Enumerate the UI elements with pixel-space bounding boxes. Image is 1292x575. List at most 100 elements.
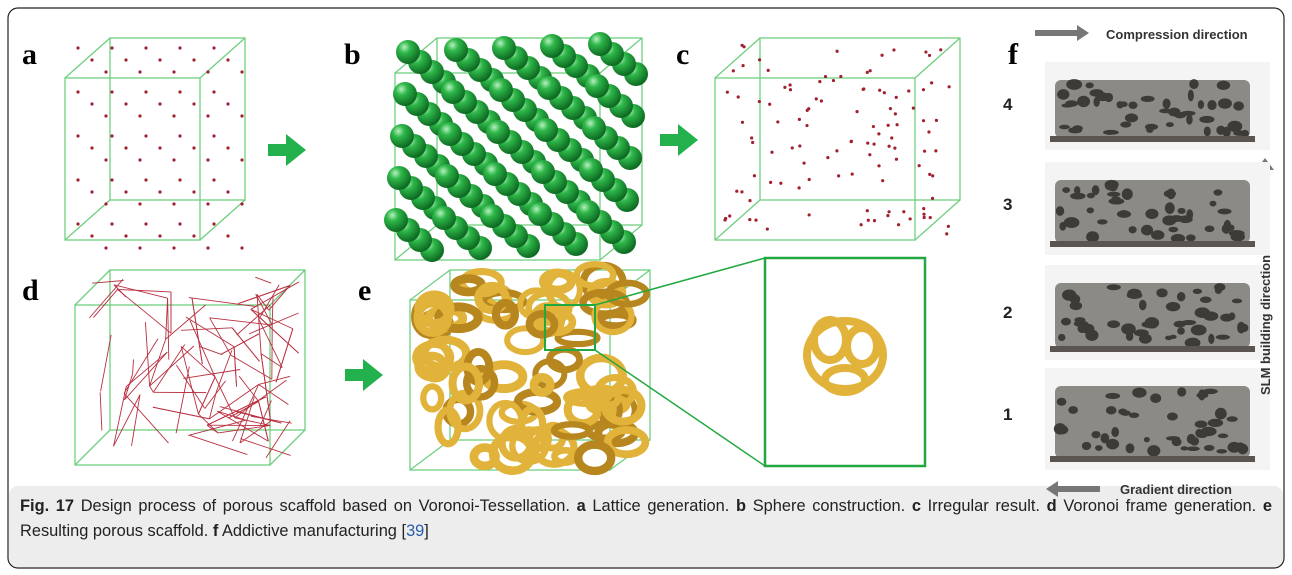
pore	[1134, 329, 1149, 336]
point	[226, 58, 229, 61]
pore	[1217, 81, 1230, 90]
point	[90, 102, 93, 105]
point	[880, 54, 883, 57]
ref-link[interactable]: 39	[406, 522, 424, 540]
point	[815, 97, 818, 100]
pore	[1120, 121, 1131, 127]
compression-label: Compression direction	[1106, 27, 1248, 42]
point	[110, 134, 113, 137]
pore	[1147, 445, 1160, 456]
point	[138, 158, 141, 161]
panel-label: d	[22, 274, 39, 307]
point	[172, 158, 175, 161]
point	[797, 186, 800, 189]
pore	[1142, 321, 1157, 328]
point	[912, 107, 915, 110]
point	[104, 158, 107, 161]
strut	[578, 445, 611, 471]
point	[768, 103, 771, 106]
point	[172, 246, 175, 249]
pore	[1240, 324, 1249, 332]
point	[726, 91, 729, 94]
point	[178, 222, 181, 225]
point	[138, 202, 141, 205]
panel-label: b	[344, 38, 361, 71]
point	[909, 217, 912, 220]
point	[881, 179, 884, 182]
pore	[1082, 442, 1091, 450]
frame-strut	[100, 392, 102, 430]
frame-strut	[150, 386, 154, 392]
point	[888, 145, 891, 148]
pore	[1217, 208, 1231, 214]
ref-bracket: ]	[424, 522, 429, 540]
point	[104, 246, 107, 249]
point	[76, 178, 79, 181]
point	[226, 190, 229, 193]
sphere	[531, 160, 555, 184]
pore	[1151, 230, 1164, 240]
point	[922, 207, 925, 210]
point	[923, 150, 926, 153]
pore	[1127, 326, 1134, 338]
sample-number: 3	[1003, 195, 1012, 214]
point	[226, 146, 229, 149]
pore	[1117, 101, 1124, 108]
point	[735, 190, 738, 193]
frame-strut	[234, 347, 236, 387]
pore	[1188, 90, 1194, 102]
point	[110, 90, 113, 93]
point	[776, 120, 779, 123]
point	[907, 89, 910, 92]
pore	[1211, 419, 1219, 426]
point	[887, 124, 890, 127]
pore	[1208, 334, 1214, 344]
point	[788, 83, 791, 86]
sample-number: 1	[1003, 405, 1012, 424]
point	[178, 178, 181, 181]
frame-strut	[93, 289, 117, 317]
point	[158, 146, 161, 149]
pore	[1232, 299, 1242, 304]
point	[948, 85, 951, 88]
point	[240, 70, 243, 73]
point	[851, 172, 854, 175]
point	[832, 79, 835, 82]
sphere	[444, 38, 468, 62]
point	[104, 202, 107, 205]
point	[766, 227, 769, 230]
sphere	[480, 204, 504, 228]
sphere	[396, 40, 420, 64]
pore	[1132, 388, 1146, 398]
point	[820, 99, 823, 102]
pore	[1117, 210, 1131, 218]
panel-label: e	[358, 274, 371, 307]
compression-arrow	[1035, 25, 1089, 41]
pore	[1061, 318, 1071, 326]
point	[158, 190, 161, 193]
frame-strut	[166, 305, 206, 339]
point	[895, 96, 898, 99]
frame-strut	[240, 439, 290, 456]
point	[158, 234, 161, 237]
point	[90, 58, 93, 61]
point	[741, 64, 744, 67]
pore	[1215, 287, 1222, 294]
point	[754, 219, 757, 222]
point	[178, 90, 181, 93]
base-plate	[1050, 241, 1255, 247]
frame-strut	[133, 359, 134, 373]
point	[877, 132, 880, 135]
sphere	[585, 74, 609, 98]
pore	[1177, 387, 1186, 396]
pore	[1058, 334, 1065, 341]
point	[212, 90, 215, 93]
pore	[1186, 114, 1193, 124]
point	[928, 173, 931, 176]
building-label: SLM building direction	[1258, 255, 1273, 395]
item-text: Sphere construction.	[753, 497, 905, 515]
frame-strut	[124, 393, 168, 443]
pore	[1207, 100, 1216, 110]
point	[742, 45, 745, 48]
pore	[1085, 82, 1093, 88]
